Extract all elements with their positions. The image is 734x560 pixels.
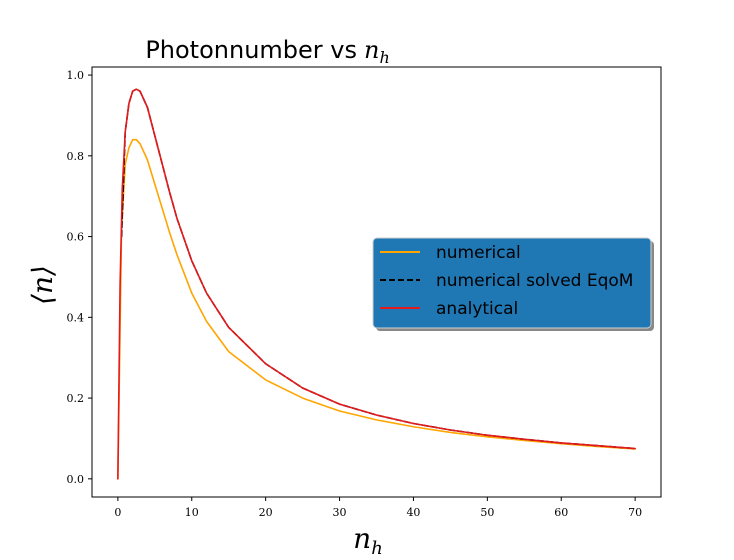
x-tick-label: 10 bbox=[185, 506, 199, 519]
x-tick-label: 30 bbox=[333, 506, 347, 519]
x-tick-label: 50 bbox=[480, 506, 494, 519]
chart-title-math-sub: h bbox=[379, 48, 389, 67]
plot-frame bbox=[91, 66, 662, 498]
y-tick-label: 0.0 bbox=[67, 473, 85, 486]
legend-entries: numerical numerical solved EqoM analytical bbox=[380, 243, 633, 319]
y-tick-label: 0.6 bbox=[67, 231, 85, 244]
chart-title: Photonnumber vs bbox=[145, 36, 357, 64]
y-axis-label: ⟨n⟩ bbox=[26, 265, 59, 305]
y-tick-label: 0.2 bbox=[67, 392, 85, 405]
legend-label-3: analytical bbox=[436, 299, 518, 319]
y-tick-label: 0.8 bbox=[67, 150, 85, 163]
x-tick-label: 40 bbox=[406, 506, 420, 519]
legend: numerical numerical solved EqoM analytical bbox=[372, 237, 654, 331]
y-tick-label: 1.0 bbox=[67, 69, 85, 82]
x-axis-label-base: n bbox=[353, 522, 371, 555]
legend-label-1: numerical bbox=[436, 243, 521, 263]
x-tick-label: 70 bbox=[628, 506, 642, 519]
x-ticks: 0 10 20 30 40 50 60 70 bbox=[114, 497, 642, 519]
x-tick-label: 0 bbox=[114, 506, 121, 519]
x-tick-label: 60 bbox=[554, 506, 568, 519]
series-line-1 bbox=[117, 138, 636, 480]
legend-box bbox=[372, 237, 652, 329]
series-line-3 bbox=[117, 88, 636, 480]
y-ticks: 0.0 0.2 0.4 0.6 0.8 1.0 bbox=[67, 69, 92, 486]
x-tick-label: 20 bbox=[259, 506, 273, 519]
y-tick-label: 0.4 bbox=[67, 311, 85, 324]
chart-title-math: nh bbox=[364, 36, 390, 67]
x-axis-label: nh bbox=[353, 522, 383, 559]
chart-title-math-base: n bbox=[364, 36, 379, 64]
series-layer bbox=[117, 88, 636, 480]
legend-label-2: numerical solved EqoM bbox=[436, 271, 633, 291]
x-axis-label-sub: h bbox=[371, 538, 383, 559]
